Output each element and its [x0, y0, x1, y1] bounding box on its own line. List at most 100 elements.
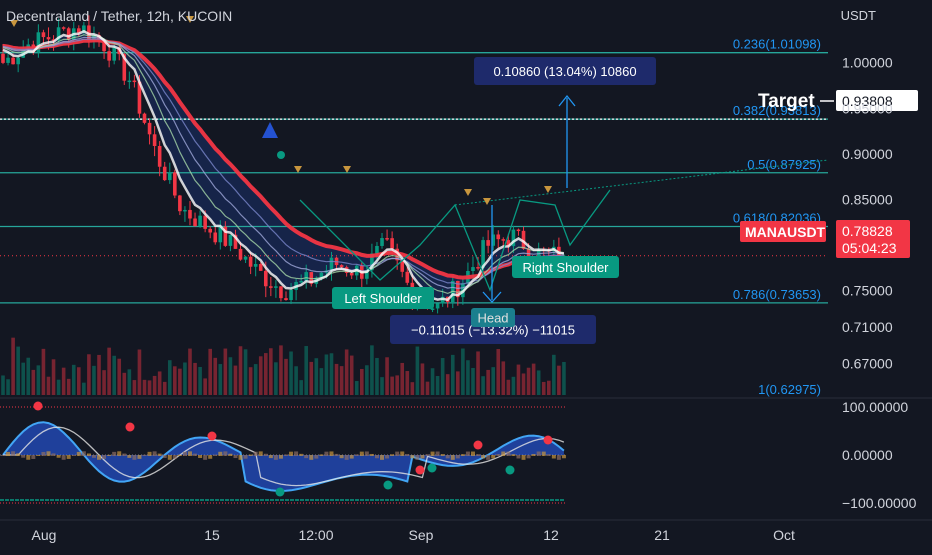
candle-body[interactable] — [188, 209, 192, 219]
candle-body[interactable] — [258, 264, 263, 271]
candle-body[interactable] — [137, 81, 142, 114]
candle-body[interactable] — [557, 246, 561, 262]
candle-body[interactable] — [233, 234, 238, 249]
histogram-bar — [41, 451, 46, 456]
candle-body[interactable] — [319, 272, 324, 278]
symbol-title[interactable]: Decentraland / Tether, 12h, KUCOIN — [6, 8, 233, 24]
candle-body[interactable] — [173, 172, 177, 196]
candle-body[interactable] — [218, 226, 223, 243]
candle-body[interactable] — [299, 280, 303, 283]
candle-body[interactable] — [435, 303, 440, 309]
candle-body[interactable] — [243, 256, 248, 260]
candle-body[interactable] — [82, 25, 86, 33]
candle-body[interactable] — [102, 40, 106, 52]
candle-body[interactable] — [430, 308, 435, 310]
candle-body[interactable] — [289, 289, 293, 301]
candle-body[interactable] — [501, 239, 506, 241]
candle-body[interactable] — [112, 47, 116, 61]
neckline[interactable] — [454, 159, 829, 206]
candle-body[interactable] — [107, 51, 111, 61]
candle-body[interactable] — [471, 267, 475, 271]
candle-body[interactable] — [400, 260, 405, 272]
candle-body[interactable] — [228, 234, 233, 246]
candle-body[interactable] — [167, 172, 172, 181]
head-and-shoulders-pattern[interactable] — [299, 189, 611, 292]
candle-body[interactable] — [56, 27, 61, 41]
candle-body[interactable] — [66, 28, 71, 40]
left-shoulder-label-box[interactable] — [332, 287, 434, 309]
histogram-bar — [496, 454, 501, 456]
candle-body[interactable] — [279, 286, 283, 299]
candle-body[interactable] — [183, 209, 187, 212]
candle-body[interactable] — [390, 238, 394, 249]
measure-down-label-box[interactable] — [390, 315, 596, 344]
candle-body[interactable] — [284, 298, 288, 301]
candle-body[interactable] — [521, 230, 526, 249]
candle-body[interactable] — [213, 232, 218, 243]
candle-body[interactable] — [253, 264, 258, 267]
candle-body[interactable] — [162, 166, 167, 181]
histogram-bar — [476, 454, 481, 456]
symbol-tag[interactable] — [740, 221, 826, 242]
candle-body[interactable] — [122, 54, 127, 81]
candle-body[interactable] — [41, 32, 46, 38]
candle-body[interactable] — [1, 53, 5, 63]
candle-body[interactable] — [309, 272, 314, 284]
candle-body[interactable] — [385, 238, 389, 240]
candle-body[interactable] — [349, 272, 354, 276]
candle-body[interactable] — [132, 80, 137, 83]
candle-body[interactable] — [147, 122, 152, 135]
candle-body[interactable] — [329, 257, 334, 271]
volume-bar — [258, 356, 263, 395]
candle-body[interactable] — [365, 270, 369, 279]
candle-body[interactable] — [142, 113, 147, 123]
candle-body[interactable] — [77, 28, 81, 33]
candle-body[interactable] — [274, 286, 278, 288]
candle-body[interactable] — [370, 253, 374, 271]
candle-body[interactable] — [496, 234, 501, 240]
candle-body[interactable] — [486, 240, 490, 246]
candle-body[interactable] — [203, 215, 207, 229]
candle-body[interactable] — [491, 234, 495, 246]
candle-body[interactable] — [61, 27, 66, 29]
candle-body[interactable] — [511, 229, 516, 247]
candle-body[interactable] — [516, 229, 521, 232]
candle-body[interactable] — [380, 238, 384, 246]
right-shoulder-label-box[interactable] — [512, 256, 619, 278]
candle-body[interactable] — [46, 37, 51, 40]
candle-body[interactable] — [36, 32, 41, 53]
candle-body[interactable] — [193, 218, 197, 227]
candle-body[interactable] — [16, 57, 20, 65]
candle-body[interactable] — [476, 267, 480, 269]
candle-body[interactable] — [51, 39, 56, 41]
candle-body[interactable] — [263, 270, 268, 287]
candle-body[interactable] — [152, 134, 157, 147]
candle-body[interactable] — [269, 286, 273, 288]
candle-body[interactable] — [6, 57, 10, 63]
candle-body[interactable] — [506, 240, 511, 247]
volume-bar — [167, 360, 172, 395]
candle-body[interactable] — [440, 296, 445, 304]
candle-body[interactable] — [11, 57, 15, 65]
measure-up-label-box[interactable] — [474, 57, 656, 85]
candle-body[interactable] — [223, 226, 228, 246]
candle-body[interactable] — [208, 228, 212, 233]
target-price-tag[interactable] — [836, 90, 918, 111]
candle-body[interactable] — [405, 271, 410, 283]
candle-body[interactable] — [248, 256, 253, 267]
candle-body[interactable] — [178, 195, 182, 212]
candle-body[interactable] — [456, 280, 460, 298]
head-label-box[interactable] — [471, 308, 515, 327]
current-price-tag[interactable] — [836, 220, 910, 258]
candle-body[interactable] — [198, 215, 202, 227]
candle-body[interactable] — [157, 146, 162, 167]
candle-body[interactable] — [375, 245, 379, 254]
candle-body[interactable] — [339, 265, 344, 268]
target-label: Target — [758, 91, 815, 112]
candle-body[interactable] — [127, 80, 132, 83]
candle-body[interactable] — [238, 248, 243, 260]
candle-body[interactable] — [304, 272, 309, 281]
candle-body[interactable] — [481, 240, 485, 268]
